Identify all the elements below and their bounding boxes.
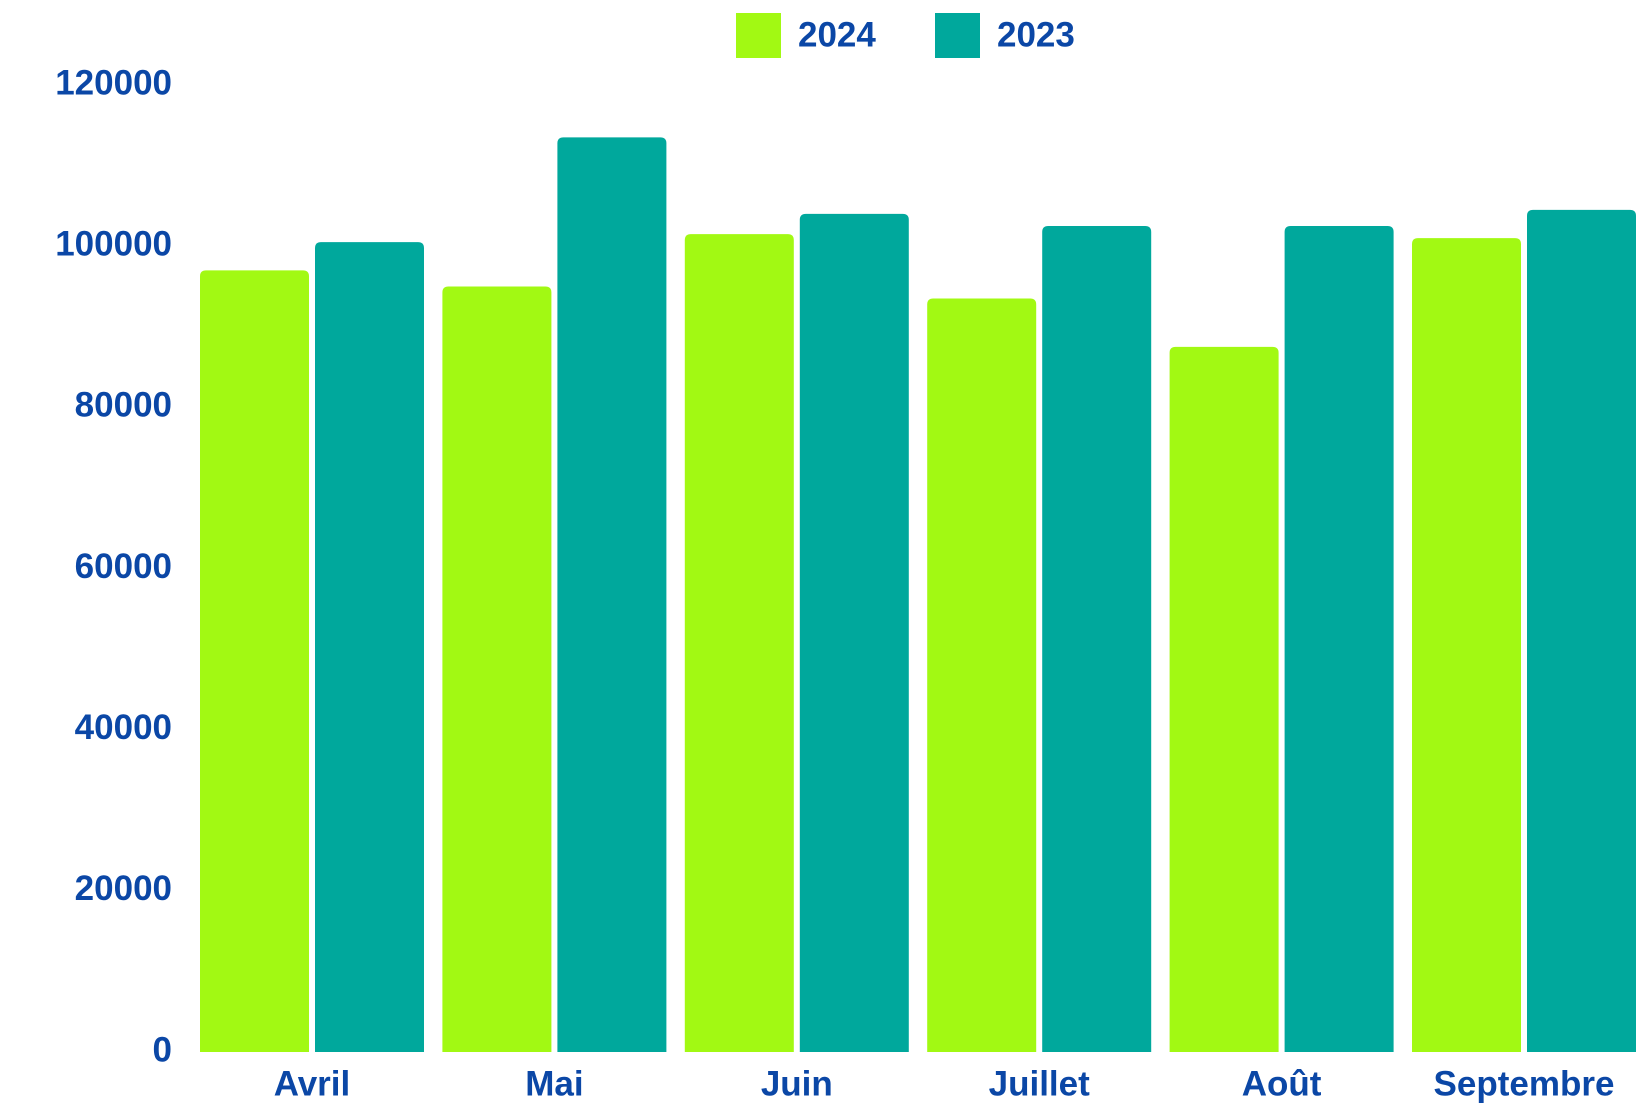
bar [1042,226,1152,1053]
y-tick-label: 40000 [75,708,172,747]
legend-label: 2024 [798,15,876,54]
bar [684,234,794,1052]
y-tick-label: 120000 [55,63,172,102]
y-tick-label: 0 [153,1030,172,1069]
y-tick-label: 20000 [75,869,172,908]
bar [557,137,667,1053]
legend-swatch [736,13,781,58]
y-tick-label: 80000 [75,386,172,425]
legend-label: 2023 [997,15,1075,54]
x-tick-label: Juin [761,1064,833,1103]
bar [1412,238,1521,1052]
bar [1527,209,1636,1052]
bar [442,286,552,1052]
bar [315,242,424,1052]
bar [200,270,309,1052]
bar [1284,226,1394,1053]
y-tick-label: 100000 [55,224,172,263]
x-tick-label: Avril [274,1064,351,1103]
x-tick-label: Mai [525,1064,583,1103]
legend-swatch [935,13,980,58]
x-tick-label: Juillet [989,1064,1090,1103]
y-tick-label: 60000 [75,547,172,586]
bar [799,213,909,1052]
x-tick-label: Août [1242,1064,1322,1103]
bar [1169,346,1279,1052]
x-tick-label: Septembre [1434,1064,1615,1103]
bar [927,298,1037,1052]
